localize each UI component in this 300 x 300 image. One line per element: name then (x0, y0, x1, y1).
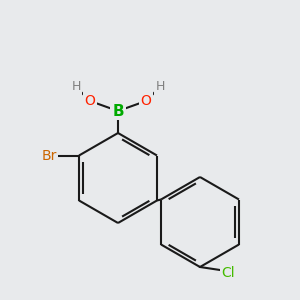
Text: B: B (112, 103, 124, 118)
Text: O: O (85, 94, 95, 108)
Text: Br: Br (41, 148, 57, 163)
Text: Cl: Cl (221, 266, 235, 280)
Text: H: H (155, 80, 165, 94)
Text: O: O (141, 94, 152, 108)
Text: H: H (71, 80, 81, 94)
